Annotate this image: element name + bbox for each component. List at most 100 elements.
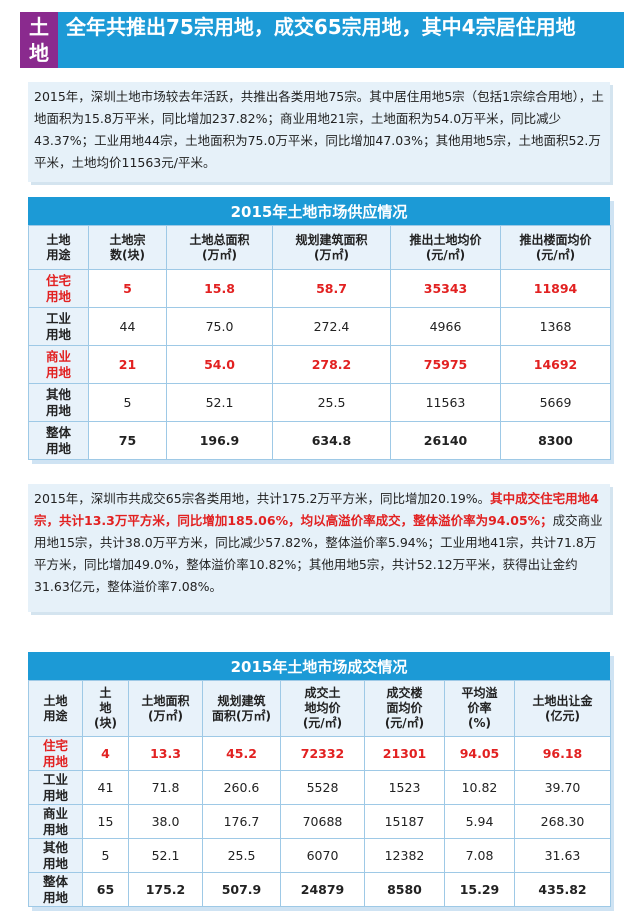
supply-table-cell: 14692 bbox=[500, 345, 611, 384]
section-header: 土 地 全年共推出75宗用地，成交65宗用地，其中4宗居住用地 bbox=[20, 12, 624, 68]
supply-table-cell: 21 bbox=[88, 345, 167, 384]
deal-table-cell: 72332 bbox=[280, 736, 365, 771]
deal-table-cell: 39.70 bbox=[514, 770, 611, 805]
supply-table-cell: 11563 bbox=[390, 383, 501, 422]
deal-table-cell: 5.94 bbox=[444, 804, 515, 839]
section-title: 全年共推出75宗用地，成交65宗用地，其中4宗居住用地 bbox=[58, 12, 624, 68]
deal-table-cell: 260.6 bbox=[202, 770, 281, 805]
deal-table-cell: 12382 bbox=[364, 838, 445, 873]
deal-header-cell: 平均溢 价率 (%) bbox=[444, 680, 515, 737]
deal-table-cell: 176.7 bbox=[202, 804, 281, 839]
supply-table-cell: 54.0 bbox=[166, 345, 273, 384]
deal-table-row: 住宅 用地 4 13.3 45.2 72332 21301 94.05 96.18 bbox=[28, 736, 611, 771]
deal-table-cell: 65 bbox=[82, 872, 129, 907]
deal-table-cell: 435.82 bbox=[514, 872, 611, 907]
deal-table-cell: 71.8 bbox=[128, 770, 203, 805]
supply-table-cell: 26140 bbox=[390, 421, 501, 460]
deal-header-cell: 土地 用途 bbox=[28, 680, 83, 737]
badge-char-2: 地 bbox=[29, 41, 49, 65]
deal-table-cell: 25.5 bbox=[202, 838, 281, 873]
supply-table-cell: 4966 bbox=[390, 307, 501, 346]
supply-table-cell: 75 bbox=[88, 421, 167, 460]
deal-summary-paragraph: 2015年，深圳市共成交65宗各类用地，共计175.2万平方米，同比增加20.1… bbox=[28, 484, 610, 612]
deal-summary-highlight: 其中成交住宅用地4宗，共计13.3万平方米，同比增加185.06%，均以高溢价率… bbox=[34, 491, 599, 528]
supply-table-row: 其他 用地 5 52.1 25.5 11563 5669 bbox=[28, 383, 611, 422]
deal-table-cell: 15.29 bbox=[444, 872, 515, 907]
deal-header-cell: 土地面积 (万㎡) bbox=[128, 680, 203, 737]
deal-table-cell: 6070 bbox=[280, 838, 365, 873]
supply-table-row: 工业 用地 44 75.0 272.4 4966 1368 bbox=[28, 307, 611, 346]
deal-table-cell: 15187 bbox=[364, 804, 445, 839]
deal-table: 土地 用途土地 (块) 土地面积 (万㎡) 规划建筑 面积(万㎡) 成交土 地均价 (元/㎡) 成交… bbox=[28, 680, 611, 907]
supply-header-cell: 推出楼面均价 (元/㎡) bbox=[500, 225, 611, 270]
supply-table-body: 住宅 用地 5 15.8 58.7 35343 11894 工业 用地 44 75.0 272.4 49… bbox=[28, 269, 611, 460]
deal-table-cell: 21301 bbox=[364, 736, 445, 771]
supply-summary-paragraph: 2015年，深圳土地市场较去年活跃，共推出各类用地75宗。其中居住用地5宗（包括… bbox=[28, 82, 610, 182]
supply-header-cell: 土地 用途 bbox=[28, 225, 89, 270]
deal-table-row: 整体 用地 65 175.2 507.9 24879 8580 15.29 435.82 bbox=[28, 872, 611, 907]
deal-table-cell: 52.1 bbox=[128, 838, 203, 873]
deal-table-body: 住宅 用地 4 13.3 45.2 72332 21301 94.05 96.18 工业 用地 41 7… bbox=[28, 736, 611, 907]
supply-table-row: 整体 用地 75 196.9 634.8 26140 8300 bbox=[28, 421, 611, 460]
deal-table-cell: 15 bbox=[82, 804, 129, 839]
deal-table-cell: 94.05 bbox=[444, 736, 515, 771]
supply-row-label: 住宅 用地 bbox=[28, 269, 89, 308]
supply-row-label: 商业 用地 bbox=[28, 345, 89, 384]
supply-table-cell: 35343 bbox=[390, 269, 501, 308]
deal-table-cell: 268.30 bbox=[514, 804, 611, 839]
deal-table-cell: 507.9 bbox=[202, 872, 281, 907]
deal-summary-text-2: 成交商业用地15宗，共计38.0万平方米，同比减少57.82%，整体溢价率5.9… bbox=[34, 513, 603, 594]
supply-table-cell: 15.8 bbox=[166, 269, 273, 308]
deal-row-label: 整体 用地 bbox=[28, 872, 83, 907]
deal-table-cell: 31.63 bbox=[514, 838, 611, 873]
deal-table-row: 商业 用地 15 38.0 176.7 70688 15187 5.94 268.30 bbox=[28, 804, 611, 839]
supply-table-cell: 11894 bbox=[500, 269, 611, 308]
supply-table-cell: 8300 bbox=[500, 421, 611, 460]
deal-row-label: 商业 用地 bbox=[28, 804, 83, 839]
deal-header-cell: 规划建筑 面积(万㎡) bbox=[202, 680, 281, 737]
deal-table-cell: 175.2 bbox=[128, 872, 203, 907]
supply-table-cell: 278.2 bbox=[272, 345, 391, 384]
deal-table-cell: 1523 bbox=[364, 770, 445, 805]
supply-header-cell: 土地总面积 (万㎡) bbox=[166, 225, 273, 270]
supply-table-cell: 272.4 bbox=[272, 307, 391, 346]
supply-table-cell: 5 bbox=[88, 269, 167, 308]
supply-header-cell: 土地宗 数(块) bbox=[88, 225, 167, 270]
deal-table-cell: 10.82 bbox=[444, 770, 515, 805]
supply-table-cell: 25.5 bbox=[272, 383, 391, 422]
supply-table-cell: 75975 bbox=[390, 345, 501, 384]
deal-table-cell: 5528 bbox=[280, 770, 365, 805]
supply-table-panel: 2015年土地市场供应情况 土地 用途 土地宗 数(块) 土地总面积 (万㎡) 规划建筑面积… bbox=[28, 197, 611, 460]
supply-table-cell: 5669 bbox=[500, 383, 611, 422]
deal-table-cell: 45.2 bbox=[202, 736, 281, 771]
section-badge: 土 地 bbox=[20, 12, 58, 68]
deal-table-cell: 70688 bbox=[280, 804, 365, 839]
supply-table: 土地 用途 土地宗 数(块) 土地总面积 (万㎡) 规划建筑面积 (万㎡) 推出土地均价 (元/㎡… bbox=[28, 225, 611, 460]
badge-char-1: 土 bbox=[29, 15, 49, 39]
supply-table-cell: 196.9 bbox=[166, 421, 273, 460]
supply-header-cell: 推出土地均价 (元/㎡) bbox=[390, 225, 501, 270]
supply-row-label: 整体 用地 bbox=[28, 421, 89, 460]
supply-table-cell: 52.1 bbox=[166, 383, 273, 422]
deal-table-cell: 38.0 bbox=[128, 804, 203, 839]
deal-table-cell: 24879 bbox=[280, 872, 365, 907]
deal-header-cell: 土地 (块) bbox=[82, 680, 129, 737]
supply-table-row: 商业 用地 21 54.0 278.2 75975 14692 bbox=[28, 345, 611, 384]
deal-table-panel: 2015年土地市场成交情况 土地 用途土地 (块) 土地面积 (万㎡) 规划建筑 面积(万㎡… bbox=[28, 652, 611, 907]
deal-row-label: 住宅 用地 bbox=[28, 736, 83, 771]
supply-header-row: 土地 用途 土地宗 数(块) 土地总面积 (万㎡) 规划建筑面积 (万㎡) 推出土地均价 (元/㎡… bbox=[28, 225, 611, 270]
deal-header-cell: 成交土 地均价 (元/㎡) bbox=[280, 680, 365, 737]
deal-table-cell: 5 bbox=[82, 838, 129, 873]
deal-table-row: 其他 用地 5 52.1 25.5 6070 12382 7.08 31.63 bbox=[28, 838, 611, 873]
deal-header-cell: 成交楼 面均价 (元/㎡) bbox=[364, 680, 445, 737]
supply-table-cell: 44 bbox=[88, 307, 167, 346]
deal-table-title: 2015年土地市场成交情况 bbox=[28, 652, 610, 680]
supply-table-cell: 5 bbox=[88, 383, 167, 422]
supply-table-row: 住宅 用地 5 15.8 58.7 35343 11894 bbox=[28, 269, 611, 308]
deal-row-label: 其他 用地 bbox=[28, 838, 83, 873]
supply-table-cell: 58.7 bbox=[272, 269, 391, 308]
deal-header-row: 土地 用途土地 (块) 土地面积 (万㎡) 规划建筑 面积(万㎡) 成交土 地均价 (元/㎡) 成交… bbox=[28, 680, 611, 737]
deal-table-cell: 41 bbox=[82, 770, 129, 805]
deal-row-label: 工业 用地 bbox=[28, 770, 83, 805]
supply-table-cell: 1368 bbox=[500, 307, 611, 346]
